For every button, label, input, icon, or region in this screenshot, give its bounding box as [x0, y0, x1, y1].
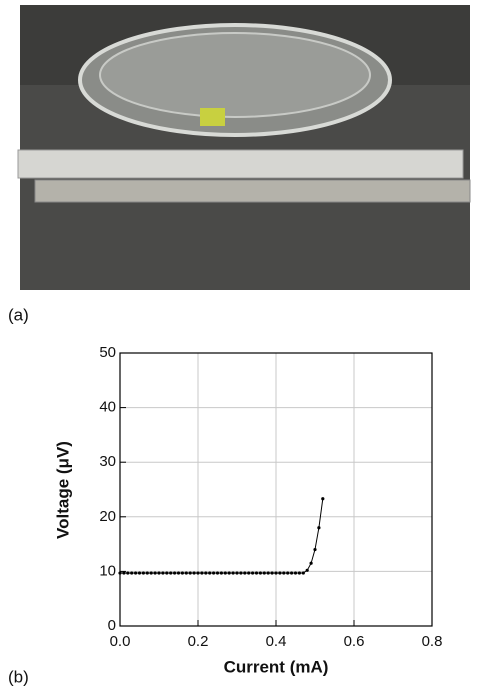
data-point: [266, 571, 270, 575]
y-tick-label: 20: [99, 508, 116, 525]
data-point: [290, 571, 294, 575]
data-point: [208, 571, 212, 575]
data-point: [134, 571, 138, 575]
data-point: [270, 571, 274, 575]
x-tick-label: 0.2: [188, 633, 209, 650]
data-point: [282, 571, 286, 575]
data-point: [251, 571, 255, 575]
data-point: [126, 571, 130, 575]
data-point: [286, 571, 290, 575]
x-tick-label: 0.6: [344, 633, 365, 650]
x-tick-label: 0.8: [422, 633, 443, 650]
data-line: [120, 498, 324, 574]
data-point: [145, 571, 149, 575]
data-point: [223, 571, 227, 575]
y-tick-label: 50: [99, 344, 116, 361]
data-point: [239, 571, 243, 575]
photo: [17, 5, 471, 290]
data-point: [169, 571, 173, 575]
data-point: [122, 571, 126, 575]
data-point: [317, 526, 321, 530]
data-point: [165, 571, 169, 575]
panel-label: (b): [8, 667, 29, 686]
data-point: [173, 571, 177, 575]
data-point: [118, 571, 122, 575]
data-point: [215, 571, 220, 575]
data-point: [274, 571, 278, 575]
petri-dish-inner: [99, 32, 371, 118]
data-point: [204, 571, 208, 575]
data-point: [227, 571, 231, 575]
data-point: [247, 571, 251, 575]
y-tick-label: 30: [99, 453, 116, 470]
y-tick-label: 10: [99, 562, 116, 579]
data-point: [141, 571, 145, 575]
ruler: [17, 149, 464, 179]
data-point: [196, 571, 200, 575]
x-axis-title: Current (mA): [224, 657, 329, 676]
ruler-second: [34, 179, 471, 203]
data-point: [180, 571, 184, 575]
data-point: [235, 571, 239, 575]
panel-label: (a): [8, 305, 29, 324]
data-point: [297, 571, 301, 575]
data-point: [130, 571, 134, 575]
data-point: [161, 571, 165, 575]
data-point: [309, 561, 313, 565]
data-point: [278, 571, 282, 575]
plot: 0 10 20 30 40 50 0.0 0.2 0.4 0.6 0.8: [99, 344, 442, 650]
data-point: [293, 571, 298, 575]
x-tick-label: 0.4: [266, 633, 287, 650]
data-point: [305, 568, 309, 572]
sample: [200, 108, 225, 126]
data-point: [313, 547, 317, 552]
data-point: [243, 571, 247, 575]
data-point: [137, 571, 142, 575]
data-point: [254, 571, 259, 575]
data-point: [157, 571, 161, 575]
data-point: [184, 571, 188, 575]
data-point: [219, 571, 223, 575]
data-point: [258, 571, 262, 575]
data-point: [231, 571, 235, 575]
data-point: [321, 497, 325, 501]
y-tick-label: 0: [108, 617, 116, 634]
data-point: [149, 571, 153, 575]
y-axis-title: Voltage (μV): [53, 441, 72, 539]
data-point: [153, 571, 157, 575]
data-point: [192, 571, 196, 575]
x-tick-label: 0.0: [110, 633, 131, 650]
data-point: [212, 571, 216, 575]
data-point: [200, 571, 204, 575]
data-point: [188, 571, 192, 575]
data-point: [176, 571, 181, 575]
y-tick-label: 40: [99, 399, 116, 416]
data-point: [262, 571, 266, 575]
data-point: [301, 571, 305, 575]
plot-frame: [119, 352, 433, 627]
